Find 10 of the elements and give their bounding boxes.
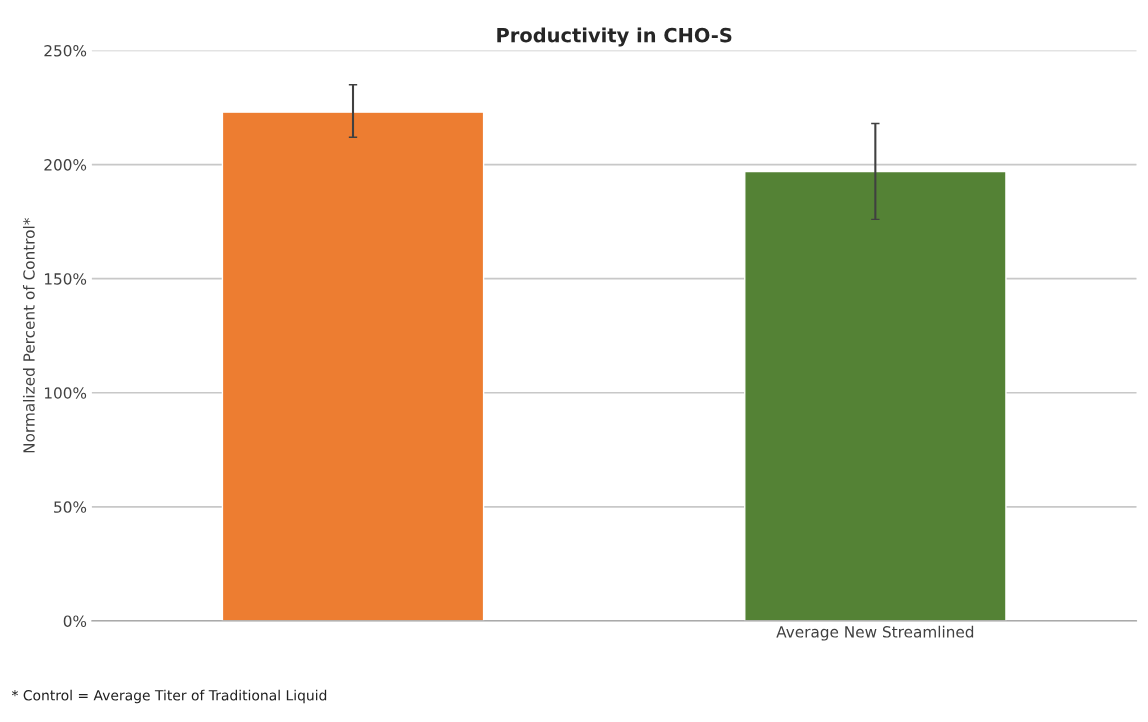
chart-title: Productivity in CHO-S: [497, 27, 732, 47]
y-tick-label: 200%: [44, 159, 87, 171]
text: * Control = Average Titer of Traditional Liquid: [11, 689, 327, 704]
y-tick-label: 250%: [44, 45, 87, 57]
y-tick-label: 100%: [44, 387, 87, 399]
y-tick-label: 0%: [63, 615, 87, 627]
y-tick-label: 150%: [44, 273, 87, 285]
y-tick-label: 50%: [54, 501, 87, 513]
y-axis-title: Normalized Percent of Control*: [22, 218, 35, 453]
x-tick-label: Average New Streamlined: [776, 625, 974, 641]
